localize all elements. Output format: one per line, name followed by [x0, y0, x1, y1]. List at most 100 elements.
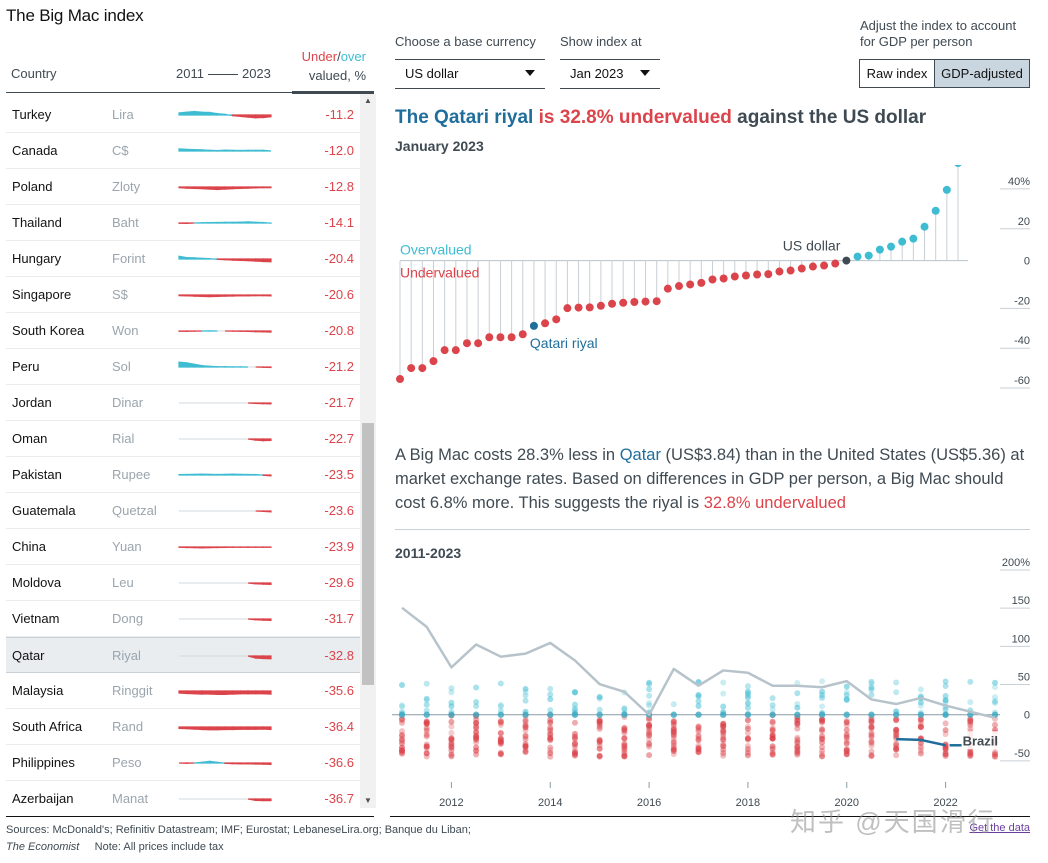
scroll-thumb[interactable]	[362, 423, 374, 685]
sparkline-segment	[255, 221, 264, 224]
country-row[interactable]: Turkey Lira -11.2	[6, 97, 360, 133]
sparkline	[178, 726, 272, 731]
strip-dot	[448, 723, 455, 730]
strip-dot	[794, 720, 801, 727]
strip-dot	[843, 745, 850, 752]
strip-dot	[497, 735, 504, 742]
valuation-value: -12.8	[324, 179, 354, 194]
country-row[interactable]: Qatar Riyal -32.8	[6, 637, 360, 673]
strip-dot	[423, 732, 430, 739]
strip-dot	[695, 742, 702, 749]
strip-dot	[893, 717, 900, 724]
strip-dot	[720, 679, 727, 686]
strip-dot	[571, 689, 578, 696]
strip-dot	[720, 742, 727, 749]
country-row[interactable]: Azerbaijan Manat -36.7	[6, 781, 360, 817]
date-select[interactable]: Jan 2023	[560, 59, 660, 89]
sort-indicator	[292, 91, 374, 94]
country-row[interactable]: South Korea Won -20.8	[6, 313, 360, 349]
sparkline	[179, 402, 272, 405]
country-row[interactable]: Singapore S$ -20.6	[6, 277, 360, 313]
x-tick-label: 2018	[736, 797, 760, 809]
country-row[interactable]: Oman Rial -22.7	[6, 421, 360, 457]
lollipop-dot	[898, 237, 907, 246]
strip-dot	[769, 725, 776, 732]
strip-dot-base	[596, 711, 603, 718]
country-row[interactable]: Vietnam Dong -31.7	[6, 601, 360, 637]
strip-dot	[695, 703, 702, 710]
header-suffix: valued, %	[308, 68, 366, 83]
strip-dot	[621, 730, 628, 737]
strip-dot	[720, 703, 727, 710]
column-header-value[interactable]: Under/over valued, %	[302, 47, 366, 85]
country-row[interactable]: Guatemala Quetzal -23.6	[6, 493, 360, 529]
country-row[interactable]: Jordan Dinar -21.7	[6, 385, 360, 421]
lollipop-dot	[407, 364, 416, 373]
strip-dot	[794, 748, 801, 755]
strip-dot	[473, 720, 480, 727]
strip-dot	[819, 753, 826, 760]
sparkline-segment	[186, 690, 195, 695]
list-scrollbar[interactable]: ▲ ▼	[360, 94, 376, 808]
country-row[interactable]: Moldova Leu -29.6	[6, 565, 360, 601]
country-row[interactable]: Malaysia Ringgit -35.6	[6, 673, 360, 709]
column-header-country[interactable]: Country	[11, 66, 57, 81]
country-row[interactable]: Thailand Baht -14.1	[6, 205, 360, 241]
raw-index-button[interactable]: Raw index	[860, 60, 934, 87]
strip-dot	[497, 740, 504, 747]
country-row[interactable]: Poland Zloty -12.8	[6, 169, 360, 205]
base-currency-select[interactable]: US dollar	[395, 59, 545, 89]
country-name: Oman	[12, 431, 48, 446]
sparkline-segment	[178, 546, 188, 549]
country-row[interactable]: Peru Sol -21.2	[6, 349, 360, 385]
strip-dot	[670, 747, 677, 754]
strip-dot-base	[448, 711, 455, 718]
strip-dot	[497, 735, 504, 742]
strip-dot	[547, 730, 554, 737]
country-row[interactable]: Hungary Forint -20.4	[6, 241, 360, 277]
sparkline-segment	[262, 618, 272, 622]
get-data-link[interactable]: Get the data	[969, 822, 1030, 834]
country-row[interactable]: China Yuan -23.9	[6, 529, 360, 565]
scroll-down-arrow-icon[interactable]: ▼	[364, 796, 372, 805]
strip-dot	[596, 720, 603, 727]
strip-dot	[571, 752, 578, 759]
strip-dot	[769, 746, 776, 753]
strip-dot	[695, 724, 702, 731]
sparkline	[179, 510, 272, 513]
scroll-up-arrow-icon[interactable]: ▲	[364, 96, 372, 105]
country-row[interactable]: Pakistan Rupee -23.5	[6, 457, 360, 493]
strip-dot	[917, 750, 924, 757]
valuation-value: -14.1	[324, 215, 354, 230]
strip-dot	[868, 748, 875, 755]
lollipop-dot	[820, 261, 829, 270]
strip-dot	[843, 751, 850, 758]
base-currency-label: Choose a base currency	[395, 34, 536, 49]
lollipop-chart: 40% 20 0 -20 -40 -60 Overvalued Undervalued US d…	[396, 165, 1030, 389]
strip-dot	[744, 746, 751, 753]
sparkline-segment	[209, 760, 218, 764]
strip-dot	[893, 731, 900, 738]
strip-dot	[473, 684, 480, 691]
strip-dot	[473, 716, 480, 723]
strip-dot	[769, 726, 776, 733]
sparkline-segment	[262, 762, 272, 766]
strip-dot	[646, 692, 653, 699]
country-row[interactable]: Canada C$ -12.0	[6, 133, 360, 169]
lollipop-dot	[429, 357, 438, 366]
strip-dot	[893, 726, 900, 733]
sparkline	[179, 798, 272, 802]
lollipop-dot	[708, 275, 717, 284]
strip-dot	[571, 744, 578, 751]
country-row[interactable]: South Africa Rand -36.4	[6, 709, 360, 745]
country-row[interactable]: Philippines Peso -36.6	[6, 745, 360, 781]
sparkline-segment	[201, 726, 211, 731]
strip-dot	[399, 719, 405, 726]
strip-dot	[868, 718, 875, 725]
strip-dot	[399, 740, 405, 747]
strip-dot	[571, 705, 578, 712]
sparkline	[178, 473, 272, 477]
strip-dot	[522, 733, 529, 740]
sparkline-segment	[247, 114, 257, 119]
gdp-adjusted-button[interactable]: GDP-adjusted	[934, 60, 1029, 87]
